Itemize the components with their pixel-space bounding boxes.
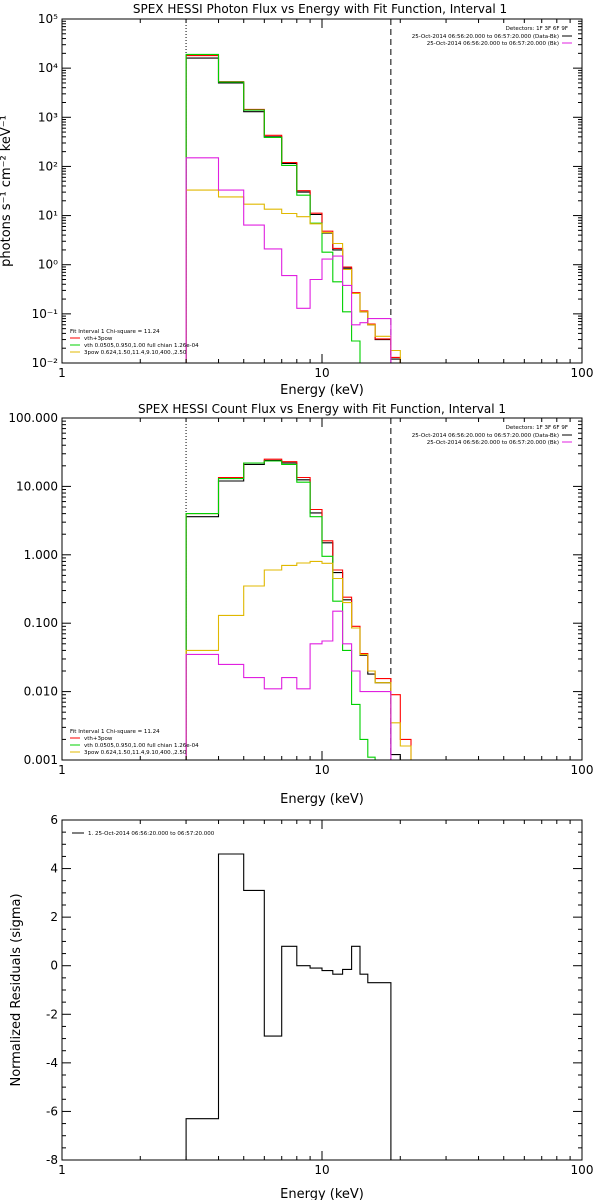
photon-flux-panel: SPEX HESSI Photon Flux vs Energy with Fi… [0,2,593,398]
count-plot-frame [61,417,583,761]
residuals-y-axis-label: Normalized Residuals (sigma) [9,893,24,1086]
count-legend-topright: Detectors: 1F 3F 6F 9F 25-Oct-2014 06:56… [412,425,572,446]
count-flux-panel: SPEX HESSI Count Flux vs Energy with Fit… [8,402,593,807]
residuals-x-axis-label: Energy (keV) [280,1187,364,1200]
residuals-y-tick-label: -4 [46,1056,58,1070]
photon-y-tick-label: 10⁻² [32,356,59,370]
photon-x-axis-label: Energy (keV) [280,383,364,398]
photon-y-tick-label: 10⁻¹ [32,307,59,321]
photon-y-tick-label: 10³ [38,110,58,124]
photon-series-group [185,53,411,363]
count-legend-model: vth+3pow [84,736,113,742]
count-y-tick-label: 100.000 [8,411,58,425]
residuals-y-tick-label: 2 [50,910,58,924]
photon-legend-topright: Detectors: 1F 3F 6F 9F 25-Oct-2014 06:56… [412,26,572,47]
residuals-y-tick-label: 4 [50,862,58,876]
photon-legend-3pow: 3pow 0.624,1.50,11.4,9.10,400.,2.50 [84,350,187,356]
count-series-vth-3pow [185,458,426,760]
photon-y-tick-label: 10² [38,159,58,173]
residuals-y-tick-label: -2 [46,1007,58,1021]
photon-series-vth [185,53,411,363]
count-legend-detectors: Detectors: 1F 3F 6F 9F [506,425,568,431]
count-panel-title: SPEX HESSI Count Flux vs Energy with Fit… [138,402,506,416]
count-legend-bottomleft: Fit Interval 1 Chi-square = 11.24 vth+3p… [70,729,199,756]
photon-y-tick-label: 10⁴ [38,61,58,75]
count-series-3pow [185,560,426,760]
count-series-bk [185,610,426,760]
residuals-y-tick-label: 6 [50,813,58,827]
photon-y-axis-label: photons s⁻¹ cm⁻² keV⁻¹ [0,115,14,267]
residuals-x-tick-label: 10 [314,1163,329,1177]
photon-x-tick-label: 100 [571,366,594,380]
photon-series-bk [185,157,411,363]
photon-legend-fit: Fit Interval 1 Chi-square = 11.24 [70,329,160,335]
residuals-y-tick-label: -8 [46,1153,58,1167]
photon-y-tick-label: 10⁰ [38,258,58,272]
residuals-panel: 1 10 100 -8 -6 -4 -2 0 2 4 6 Energy (keV) Normaliz… [9,813,593,1200]
residuals-legend-text: 1. 25-Oct-2014 06:56:20.000 to 06:57:20.… [88,831,215,837]
count-series-vth [185,460,426,760]
photon-series-data-bk [185,57,411,363]
count-x-axis-label: Energy (keV) [280,792,364,807]
photon-legend-model: vth+3pow [84,336,113,342]
count-legend-data: 25-Oct-2014 06:56:20.000 to 06:57:20.000… [412,433,559,439]
photon-legend-detectors: Detectors: 1F 3F 6F 9F [506,26,568,32]
count-x-tick-label: 100 [571,763,594,777]
photon-series-vth-3pow [185,55,411,363]
residuals-y-tick-label: 0 [50,959,58,973]
residuals-x-tick-label: 100 [571,1163,594,1177]
photon-panel-title: SPEX HESSI Photon Flux vs Energy with Fi… [133,2,507,16]
residuals-series-1-25-oct-2014-06-56-20-000-to-06-57-20-000 [185,853,392,1160]
count-series-data-bk [185,459,426,760]
residuals-y-tick-label: -6 [46,1104,58,1118]
residuals-x-tick-label: 1 [58,1163,66,1177]
photon-plot-frame [61,18,583,364]
photon-series-3pow [185,189,411,363]
residuals-legend: 1. 25-Oct-2014 06:56:20.000 to 06:57:20.… [72,831,215,837]
count-y-tick-label: 0.010 [24,685,58,699]
count-x-tick-label: 10 [314,763,329,777]
count-legend-bk: 25-Oct-2014 06:56:20.000 to 06:57:20.000… [427,440,559,446]
photon-legend-bk: 25-Oct-2014 06:56:20.000 to 06:57:20.000… [427,41,559,47]
count-y-tick-label: 1.000 [24,548,58,562]
count-legend-fit: Fit Interval 1 Chi-square = 11.24 [70,729,160,735]
count-legend-3pow: 3pow 0.624,1.50,11.4,9.10,400.,2.50 [84,750,187,756]
photon-x-tick-label: 1 [58,366,66,380]
count-legend-vth: vth 0.0505,0.950,1.00 full chian 1.26e-0… [84,743,199,749]
count-x-tick-label: 1 [58,763,66,777]
count-y-tick-label: 0.001 [24,753,58,767]
photon-legend-vth: vth 0.0505,0.950,1.00 full chian 1.26e-0… [84,343,199,349]
photon-y-tick-label: 10¹ [38,209,58,223]
residuals-series-group [185,853,392,1160]
photon-x-tick-label: 10 [314,366,329,380]
residuals-plot-frame [61,819,583,1161]
count-series-group [185,458,426,760]
photon-legend-data: 25-Oct-2014 06:56:20.000 to 06:57:20.000… [412,34,559,40]
photon-legend-bottomleft: Fit Interval 1 Chi-square = 11.24 vth+3p… [70,329,199,356]
count-y-tick-label: 10.000 [16,479,58,493]
count-y-tick-label: 0.100 [24,616,58,630]
photon-y-tick-label: 10⁵ [38,12,58,26]
